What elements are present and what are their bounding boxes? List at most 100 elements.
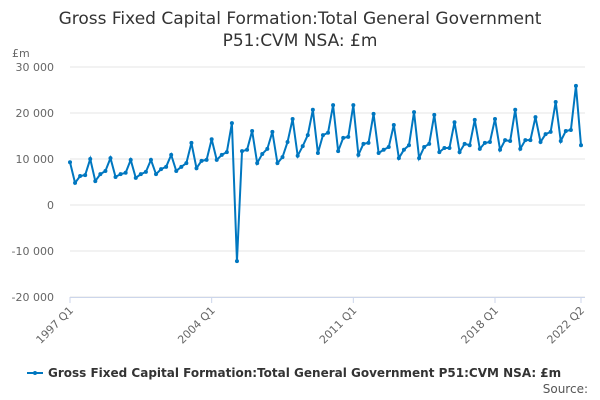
- data-point: [427, 141, 432, 146]
- data-point: [179, 164, 184, 169]
- data-point: [148, 157, 153, 162]
- data-point: [361, 141, 366, 146]
- data-point: [285, 139, 290, 144]
- data-point: [194, 166, 199, 171]
- data-point: [260, 151, 265, 156]
- data-point: [508, 139, 513, 144]
- data-point: [477, 146, 482, 151]
- series-line: [69, 85, 582, 262]
- data-point: [184, 161, 189, 166]
- data-point: [432, 112, 437, 117]
- source-label: Source:: [542, 382, 588, 396]
- data-point: [376, 151, 381, 156]
- data-point: [482, 140, 487, 145]
- data-point: [356, 152, 361, 157]
- data-point: [412, 110, 417, 115]
- data-point: [310, 107, 315, 112]
- data-point: [189, 140, 194, 145]
- y-tick-label: -10 000: [12, 245, 54, 258]
- data-point: [518, 146, 523, 151]
- data-point: [401, 147, 406, 152]
- data-point: [442, 145, 447, 150]
- x-tick-label: 2022 Q2: [545, 304, 588, 347]
- data-point: [320, 133, 325, 138]
- data-point: [528, 138, 533, 143]
- data-point: [462, 141, 467, 146]
- y-tick-label: 0: [47, 199, 54, 212]
- y-tick-label: 20 000: [16, 107, 55, 120]
- data-point: [275, 161, 280, 166]
- data-point: [579, 143, 583, 148]
- data-point: [553, 99, 558, 104]
- data-point: [300, 144, 305, 149]
- data-point: [386, 145, 391, 150]
- data-point: [563, 128, 568, 133]
- data-point: [93, 179, 98, 184]
- legend-marker: [33, 371, 37, 375]
- data-point: [513, 107, 518, 112]
- x-tick-label: 2011 Q1: [317, 304, 360, 347]
- data-point: [366, 140, 371, 145]
- data-point: [209, 137, 214, 142]
- data-point: [543, 132, 548, 137]
- data-point: [467, 143, 472, 148]
- data-point: [164, 164, 169, 169]
- data-point: [270, 129, 275, 134]
- data-point: [371, 111, 376, 116]
- data-point: [326, 130, 331, 135]
- data-point: [113, 174, 118, 179]
- data-point: [133, 175, 138, 180]
- data-point: [417, 156, 422, 161]
- data-point: [568, 128, 573, 133]
- data-point: [452, 120, 457, 125]
- data-point: [143, 169, 148, 174]
- data-point: [472, 117, 477, 122]
- y-tick-label: 10 000: [16, 153, 55, 166]
- data-point: [346, 134, 351, 139]
- data-point: [498, 147, 503, 152]
- data-point: [219, 152, 224, 157]
- data-point: [229, 121, 234, 126]
- data-point: [381, 147, 386, 152]
- data-point: [83, 173, 88, 178]
- data-point: [108, 156, 113, 161]
- data-point: [437, 150, 442, 155]
- data-point: [503, 138, 508, 143]
- y-axis-label: £m: [12, 47, 30, 60]
- x-tick-label: 1997 Q1: [34, 304, 77, 347]
- data-point: [457, 150, 462, 155]
- data-point: [169, 152, 174, 157]
- data-point: [123, 170, 128, 175]
- data-point: [154, 172, 159, 177]
- data-point: [341, 135, 346, 140]
- data-point: [103, 168, 108, 173]
- chart-title: Gross Fixed Capital Formation:Total Gene…: [58, 9, 542, 51]
- data-point: [214, 157, 219, 162]
- data-point: [68, 160, 72, 165]
- data-point: [240, 149, 245, 154]
- data-point: [336, 149, 341, 154]
- data-point: [331, 103, 336, 108]
- data-point: [558, 139, 563, 144]
- x-tick-label: 2004 Q1: [175, 304, 218, 347]
- data-point: [548, 129, 553, 134]
- data-point: [204, 157, 209, 162]
- data-point: [118, 172, 123, 177]
- data-point: [159, 167, 164, 172]
- data-point: [305, 133, 310, 138]
- data-point: [250, 128, 255, 133]
- data-point: [447, 145, 452, 150]
- x-tick-label: 2018 Q1: [459, 304, 502, 347]
- data-point: [533, 115, 538, 120]
- data-point: [487, 139, 492, 144]
- data-point: [406, 143, 411, 148]
- data-point: [78, 174, 83, 179]
- data-point: [351, 103, 356, 108]
- data-point: [492, 116, 497, 121]
- data-point: [234, 259, 239, 264]
- data-point: [538, 139, 543, 144]
- data-point: [245, 147, 250, 152]
- data-point: [98, 172, 103, 177]
- data-point: [255, 161, 260, 166]
